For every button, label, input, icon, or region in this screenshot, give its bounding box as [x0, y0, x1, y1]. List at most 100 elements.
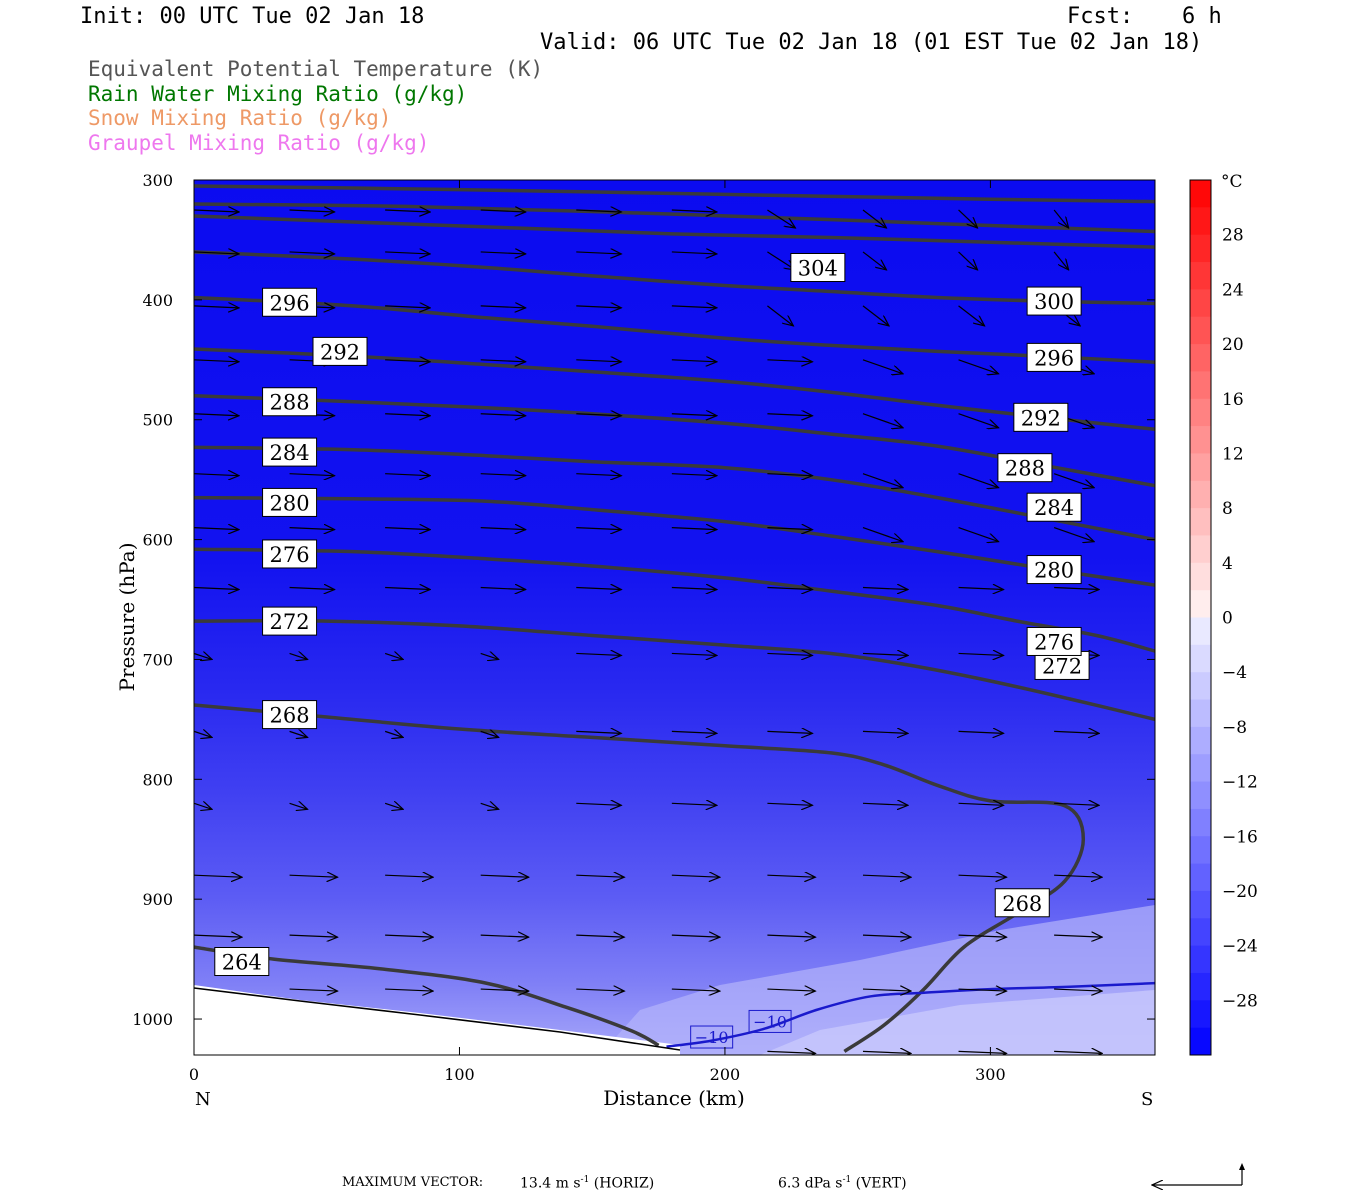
- wind-vector: [1053, 251, 1069, 270]
- wind-vector: [576, 252, 621, 254]
- wind-vector: [1054, 731, 1099, 733]
- theta-e-contour: [194, 547, 1155, 653]
- warmest-surface-band: [760, 990, 1155, 1055]
- wind-vector: [1054, 875, 1102, 877]
- wind-vector: [576, 935, 624, 937]
- temperature-contour-label: −10: [695, 1028, 729, 1047]
- colorbar-label: 12: [1222, 444, 1244, 464]
- legend-snow: Snow Mixing Ratio (g/kg): [88, 106, 392, 130]
- colorbar: [1189, 179, 1212, 1056]
- wind-vector: [958, 359, 999, 374]
- wind-vector: [862, 413, 903, 428]
- wind-vector: [767, 803, 812, 805]
- wind-vector: [958, 653, 1004, 655]
- colorbar-swatch: [1190, 398, 1211, 427]
- colorbar-swatch: [1190, 344, 1211, 372]
- plot-frame: [193, 179, 1156, 1056]
- colorbar-swatch: [1190, 1027, 1211, 1056]
- contour-label-box: [262, 700, 318, 730]
- wind-vector: [862, 359, 903, 374]
- wind-vector: [576, 875, 624, 877]
- theta-e-contour-label: 292: [320, 340, 360, 364]
- wind-vector: [194, 528, 239, 530]
- theta-e-contour-label: 292: [1021, 406, 1061, 430]
- y-tick-label: 300: [142, 171, 173, 190]
- colorbar-swatch: [1190, 781, 1211, 810]
- y-tick-label: 600: [142, 531, 173, 550]
- wind-vector: [576, 803, 621, 805]
- contour-label-box: [262, 539, 318, 569]
- wind-vector: [671, 306, 717, 308]
- theta-e-contour-label: 288: [270, 391, 310, 415]
- wind-vector: [671, 803, 717, 805]
- wind-vector: [576, 306, 621, 308]
- theta-e-lines: [194, 184, 1155, 1053]
- wind-vector: [671, 875, 720, 877]
- colorbar-label: 16: [1222, 390, 1244, 410]
- colorbar-label: −8: [1222, 718, 1247, 738]
- colorbar-label: 24: [1222, 280, 1244, 300]
- colorbar-swatch: [1190, 508, 1211, 536]
- wind-vector: [958, 588, 1004, 590]
- theta-e-contour-label: 296: [1034, 346, 1074, 370]
- wind-vector: [671, 474, 717, 476]
- wind-vector: [767, 360, 812, 362]
- wind-vector: [480, 653, 499, 659]
- colorbar-swatch: [1190, 289, 1211, 318]
- contour-label-box: [1034, 650, 1090, 680]
- wind-vector: [480, 528, 526, 530]
- colorbar-frame: [1189, 179, 1212, 1056]
- temperature-lines: [666, 981, 1155, 1048]
- colorbar-label: −24: [1222, 937, 1258, 957]
- x-axis: 0 100 200 300: [189, 180, 1006, 1084]
- wind-vector: [958, 413, 999, 428]
- max-vector-vertical: 6.3 dPa s-1 (VERT): [778, 1175, 907, 1192]
- colorbar-swatch: [1190, 590, 1211, 618]
- wind-vector: [289, 210, 335, 212]
- theta-e-contour-label: 272: [270, 610, 310, 634]
- wind-vector: [384, 803, 403, 809]
- theta-e-contour-label: 276: [270, 543, 310, 567]
- wind-vector: [1053, 209, 1069, 228]
- temperature-labels: −10 −10: [690, 1009, 792, 1049]
- wind-vector: [671, 989, 720, 991]
- wind-vector: [671, 210, 717, 212]
- wind-vector: [862, 935, 911, 937]
- wind-vector: [958, 305, 985, 326]
- temperature-label-box: [748, 1009, 792, 1033]
- theta-e-contour-label: 276: [1034, 630, 1074, 654]
- wind-vector: [576, 989, 624, 991]
- theta-e-contour: [194, 202, 1155, 234]
- wind-vector: [194, 360, 239, 362]
- theta-e-contour-label: 304: [798, 257, 838, 281]
- temperature-label-box: [690, 1025, 734, 1049]
- theta-e-contour: [194, 214, 1155, 249]
- colorbar-swatch: [1190, 480, 1211, 509]
- theta-e-contour: [194, 618, 1155, 722]
- wind-vector: [289, 731, 308, 737]
- wind-vector: [1054, 803, 1099, 805]
- wind-vector: [671, 360, 717, 362]
- colorbar-labels: 28 24 20 16 12 8 4 0 −4 −8 −12 −16 −20 −24 −28: [1222, 226, 1258, 1012]
- colorbar-swatch: [1190, 426, 1211, 454]
- wind-vector: [862, 473, 903, 488]
- contour-label-box: [1026, 286, 1082, 316]
- temperature-contour-label: −10: [753, 1012, 787, 1031]
- temperature-field: [194, 180, 1155, 1055]
- colorbar-label: 8: [1222, 499, 1233, 519]
- wind-vector: [289, 653, 308, 659]
- colorbar-swatch: [1190, 672, 1211, 701]
- wind-vector: [480, 875, 529, 877]
- wind-vector: [194, 210, 239, 212]
- wind-vector: [480, 588, 526, 590]
- theta-e-contour-label: 280: [1034, 559, 1074, 583]
- ground-line: [193, 987, 681, 1051]
- colorbar-swatch: [1190, 371, 1211, 400]
- theta-e-contour: [194, 445, 1155, 542]
- south-label: S: [1141, 1089, 1153, 1110]
- wind-vector: [480, 210, 526, 212]
- wind-vector: [767, 209, 795, 228]
- forecast-hour: 6 h: [1182, 4, 1222, 29]
- wind-vector: [1054, 935, 1102, 937]
- colorbar-label: −4: [1222, 663, 1247, 683]
